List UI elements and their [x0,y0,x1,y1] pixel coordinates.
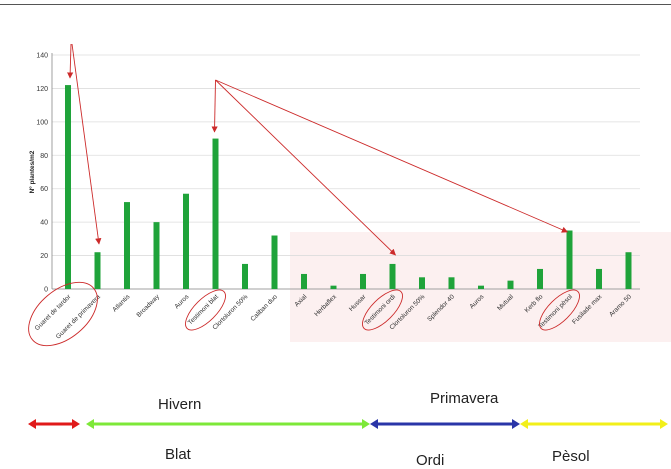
bar-8 [271,235,278,289]
bar-13 [419,277,425,289]
timeline-arrow-blat-head-left [86,419,94,429]
circle-testimoni-blat [185,289,226,331]
season-label-primavera: Primavera [430,390,499,407]
timeline-arrow-pesol-head-right [660,419,668,429]
y-tick-label-0: 0 [44,287,48,294]
arrow-testimoni-ordi [215,79,396,256]
crop-label-pesol: Pèsol [552,448,590,465]
crop-label-blat: Blat [165,446,191,463]
bar-4 [153,222,160,289]
y-axis-label: Nº plantes/m2 [29,150,36,193]
bar-9 [301,273,307,289]
arrow-testimoni-blat [211,79,218,133]
timeline-arrow-lead-head-right [72,419,80,429]
timeline-arrow-blat-head-right [362,419,370,429]
bar-15 [478,285,484,289]
circle-testimoni-ordi [362,289,403,331]
y-tick-label-60: 60 [40,186,48,193]
bar-6 [212,138,219,289]
y-tick-label-140: 140 [36,53,48,60]
bar-2 [94,252,101,289]
top-rule [0,4,671,5]
crop-label-ordi: Ordi [416,452,445,469]
bar-1 [65,85,71,289]
bar-14 [448,277,455,289]
bar-16 [507,280,514,289]
circle-testimoni-p-sol [539,289,580,331]
timeline-arrow-pesol-head-left [520,419,528,429]
bar-11 [360,273,366,289]
timeline-arrow-ordi-head-right [512,419,520,429]
y-tick-label-80: 80 [40,153,48,160]
bar-12 [389,263,396,289]
circle-guaret [28,281,98,347]
bar-20 [625,252,632,289]
bar-17 [537,268,543,289]
bar-5 [183,193,189,289]
bar-18 [566,230,573,289]
bar-7 [242,263,248,289]
arrow-guaret-tardor [67,43,74,79]
season-timeline [28,419,668,429]
bar-10 [330,285,337,289]
timeline-arrow-blat [86,419,370,429]
timeline-arrow-ordi [370,419,520,429]
y-tick-label-100: 100 [36,119,48,126]
arrow-guaret-primavera [71,43,102,245]
arrow-testimoni-pesol [215,79,569,233]
timeline-arrow-ordi-head-left [370,419,378,429]
y-tick-label-120: 120 [36,86,48,93]
y-tick-label-20: 20 [40,253,48,260]
y-tick-label-40: 40 [40,220,48,227]
chart-annotations [28,43,580,347]
timeline-arrow-lead [28,419,80,429]
bar-3 [124,202,130,289]
timeline-arrow-lead-head-left [28,419,36,429]
timeline-arrow-pesol [520,419,668,429]
bar-19 [596,268,602,289]
season-label-hivern: Hivern [158,396,202,413]
